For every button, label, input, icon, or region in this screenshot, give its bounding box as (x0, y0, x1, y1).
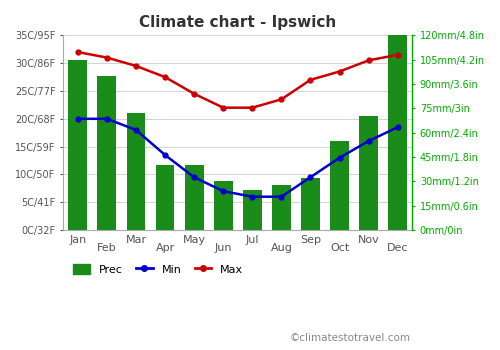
Bar (156, 165, 174, 230)
Legend: Prec, Min, Max: Prec, Min, Max (69, 259, 248, 279)
Bar (388, 35, 407, 230)
Bar (359, 117, 378, 230)
Text: ©climatestotravel.com: ©climatestotravel.com (290, 333, 411, 343)
Bar (243, 189, 262, 230)
Bar (98, 76, 116, 230)
Bar (184, 165, 204, 230)
Bar (301, 178, 320, 230)
Bar (214, 181, 233, 230)
Bar (68, 60, 87, 230)
Bar (330, 141, 349, 230)
Bar (272, 185, 291, 230)
Bar (126, 113, 146, 230)
Title: Climate chart - Ipswich: Climate chart - Ipswich (139, 15, 336, 30)
